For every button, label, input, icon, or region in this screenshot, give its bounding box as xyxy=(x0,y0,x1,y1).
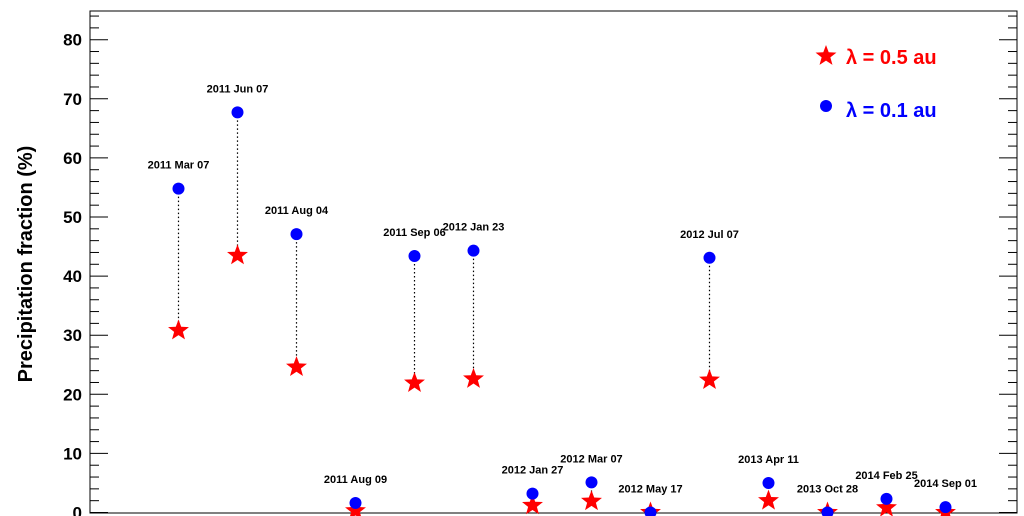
y-axis: 0 10 20 30 40 50 60 70 80 xyxy=(63,15,1017,516)
legend-star-marker xyxy=(815,45,837,65)
plot-border xyxy=(89,10,1018,514)
event-label: 2013 Apr 11 xyxy=(738,454,799,466)
event-label: 2011 Mar 07 xyxy=(148,160,210,172)
event-label: 2012 Jan 23 xyxy=(443,222,505,234)
event-label: 2011 Aug 04 xyxy=(265,205,329,217)
event-label: 2011 Jun 07 xyxy=(207,83,269,95)
circle-marker xyxy=(172,182,185,195)
y-tick-label: 10 xyxy=(63,444,82,463)
legend-label-lambda-0-1: λ = 0.1 au xyxy=(846,100,937,122)
circle-marker xyxy=(939,501,952,514)
circle-marker xyxy=(880,492,893,505)
event-label: 2012 Mar 07 xyxy=(560,453,622,465)
y-tick-label: 80 xyxy=(63,31,82,50)
circle-marker xyxy=(762,476,775,489)
circle-marker xyxy=(703,251,716,264)
y-axis-title: Precipitation fraction (%) xyxy=(15,146,37,383)
event-label: 2011 Aug 09 xyxy=(324,474,387,486)
event-label: 2012 Jul 07 xyxy=(680,229,739,241)
connector-lines xyxy=(177,112,711,502)
event-labels: 2011 Mar 07 2011 Jun 07 2011 Aug 04 2011 Au… xyxy=(148,83,977,495)
y-tick-label: 70 xyxy=(63,90,82,109)
legend-label-lambda-0-5: λ = 0.5 au xyxy=(846,47,937,69)
y-tick-label: 60 xyxy=(63,149,82,168)
circle-marker xyxy=(526,487,539,500)
series-lambda-0-1 xyxy=(172,106,952,516)
circle-marker xyxy=(821,506,834,516)
star-marker xyxy=(876,496,897,516)
star-marker xyxy=(168,319,189,340)
y-tick-label: 20 xyxy=(63,385,82,404)
y-tick-label: 0 xyxy=(73,504,82,516)
star-marker xyxy=(404,372,425,392)
legend-circle-marker xyxy=(820,100,832,112)
circle-marker xyxy=(585,476,598,489)
circle-marker xyxy=(644,506,657,516)
event-label: 2012 Jan 27 xyxy=(502,465,564,477)
circle-marker xyxy=(467,244,480,257)
event-label: 2014 Sep 01 xyxy=(914,478,977,490)
y-tick-label: 40 xyxy=(63,267,82,286)
circle-marker xyxy=(290,228,303,241)
circle-marker xyxy=(408,250,421,263)
event-label: 2014 Feb 25 xyxy=(855,470,917,482)
plot-frame xyxy=(89,10,1018,514)
star-marker xyxy=(286,356,307,377)
y-tick-label: 50 xyxy=(63,208,82,227)
star-marker xyxy=(522,494,543,515)
star-marker xyxy=(463,367,484,388)
star-marker xyxy=(227,244,248,265)
y-tick-label: 30 xyxy=(63,326,82,345)
circle-marker xyxy=(349,497,362,510)
legend: λ = 0.5 au λ = 0.1 au xyxy=(815,45,937,122)
event-label: 2012 May 17 xyxy=(618,484,682,496)
circle-marker xyxy=(231,106,244,119)
event-label: 2011 Sep 06 xyxy=(383,227,445,239)
star-marker xyxy=(758,489,779,510)
star-marker xyxy=(699,369,720,390)
star-marker xyxy=(581,490,602,511)
event-label: 2013 Oct 28 xyxy=(797,484,858,496)
